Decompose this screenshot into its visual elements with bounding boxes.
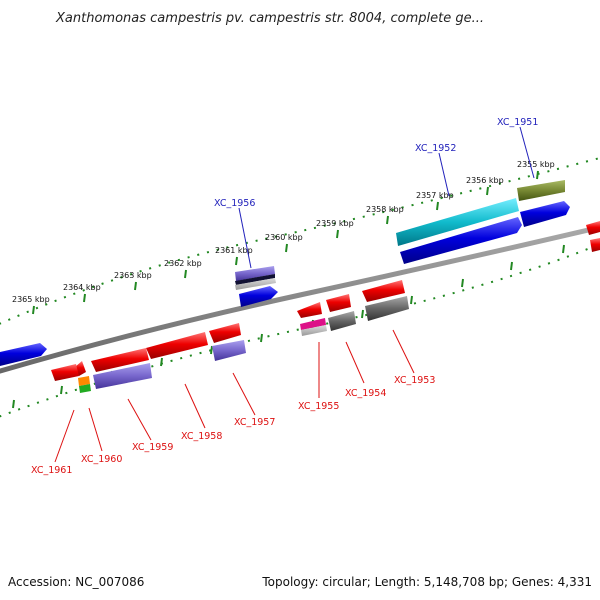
reverse-features: [51, 280, 409, 393]
major-tick: [562, 244, 565, 254]
gene-arrow-forward[interactable]: [586, 221, 600, 235]
major-tick: [336, 229, 339, 239]
topology-text: Topology: circular; Length: 5,148,708 bp…: [261, 575, 592, 589]
gene-arrow-reverse[interactable]: [93, 363, 152, 389]
major-tick: [536, 170, 539, 180]
forward-features: [0, 180, 600, 366]
gene-label[interactable]: XC_1958: [181, 431, 222, 442]
gene-arrow-reverse[interactable]: [328, 311, 356, 331]
tick-label: 2359 kbp: [316, 219, 354, 228]
tick-label: 2355 kbp: [517, 160, 555, 169]
tick-label: 2357 kbp: [416, 191, 454, 200]
tick-label: 2360 kbp: [265, 233, 303, 242]
forward-gene-labels: XC_1951 XC_1952 XC_1956: [214, 117, 538, 209]
tick-label: 2358 kbp: [366, 205, 404, 214]
gene-arrow-forward[interactable]: [396, 198, 519, 246]
gene-arrow-reverse[interactable]: [297, 302, 322, 318]
gene-label[interactable]: XC_1954: [345, 388, 386, 399]
gene-arrow-reverse[interactable]: [146, 332, 208, 359]
major-tick: [510, 261, 513, 271]
gene-arrow-forward[interactable]: [0, 343, 47, 366]
gene-arrow-reverse[interactable]: [91, 348, 149, 372]
outer-tick-ring: [0, 157, 600, 325]
gene-label[interactable]: XC_1952: [415, 143, 456, 154]
major-tick: [210, 345, 213, 355]
gene-label[interactable]: XC_1953: [394, 375, 435, 386]
gene-arrow-forward[interactable]: [239, 286, 278, 307]
gene-arrow-reverse[interactable]: [326, 294, 351, 312]
gene-label[interactable]: XC_1961: [31, 465, 72, 476]
accession-text: Accession: NC_007086: [8, 575, 144, 589]
gene-arrow-forward[interactable]: [590, 238, 600, 252]
major-tick: [235, 256, 238, 266]
gene-arrow-reverse[interactable]: [365, 296, 409, 321]
major-tick: [134, 281, 137, 291]
gene-label[interactable]: XC_1956: [214, 198, 255, 209]
major-tick: [83, 293, 86, 303]
tick-labels: 2355 kbp 2356 kbp 2357 kbp 2358 kbp 2359…: [12, 160, 555, 304]
gene-arrow-forward[interactable]: [400, 217, 522, 264]
major-tick: [285, 243, 288, 253]
gene-arrow-reverse[interactable]: [51, 364, 79, 381]
gene-arrow-reverse[interactable]: [212, 340, 246, 361]
tick-label: 2356 kbp: [466, 176, 504, 185]
major-tick: [184, 269, 187, 279]
genome-backbone: [0, 224, 600, 374]
major-tick: [386, 215, 389, 225]
gene-label[interactable]: XC_1951: [497, 117, 538, 128]
major-tick: [461, 278, 464, 288]
major-tick: [60, 385, 63, 395]
gene-arrow-reverse[interactable]: [209, 323, 241, 343]
tick-label: 2361 kbp: [215, 246, 253, 255]
gene-arrow-reverse[interactable]: [78, 376, 90, 386]
forward-callouts: [238, 126, 535, 269]
inner-tick-ring: [0, 243, 600, 418]
major-tick: [486, 186, 489, 196]
gene-label[interactable]: XC_1960: [81, 454, 122, 465]
major-tick: [436, 201, 439, 211]
gene-arrow-reverse[interactable]: [301, 325, 327, 336]
major-tick: [361, 309, 364, 319]
tick-label: 2365 kbp: [12, 295, 50, 304]
gene-arrow-reverse[interactable]: [79, 384, 91, 393]
reverse-gene-labels: XC_1953 XC_1954 XC_1955 XC_1957 XC_1958 …: [31, 375, 435, 476]
major-tick: [410, 295, 413, 305]
gene-arrow-forward[interactable]: [520, 201, 570, 227]
gene-arrow-forward[interactable]: [235, 266, 275, 281]
tick-label: 2364 kbp: [63, 283, 101, 292]
reverse-callouts: [54, 329, 415, 463]
tick-label: 2363 kbp: [114, 271, 152, 280]
gene-label[interactable]: XC_1955: [298, 401, 339, 412]
tick-label: 2362 kbp: [164, 259, 202, 268]
map-title: Xanthomonas campestris pv. campestris st…: [55, 11, 484, 26]
major-tick: [260, 333, 263, 343]
gene-label[interactable]: XC_1957: [234, 417, 275, 428]
gene-label[interactable]: XC_1959: [132, 442, 173, 453]
major-tick: [12, 399, 15, 409]
gene-arrow-forward[interactable]: [235, 274, 275, 285]
gene-arrow-reverse[interactable]: [362, 280, 405, 302]
gene-arrow-reverse[interactable]: [300, 318, 326, 330]
outer-major-ticks: [32, 170, 539, 315]
major-tick: [32, 305, 35, 315]
gene-arrow-forward[interactable]: [517, 180, 565, 201]
major-tick: [160, 357, 163, 367]
gene-arrow-forward[interactable]: [235, 278, 276, 290]
